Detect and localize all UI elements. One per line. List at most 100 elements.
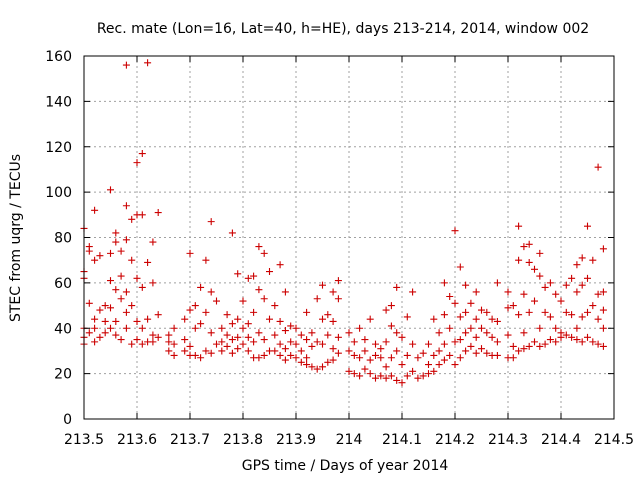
data-point <box>181 336 189 344</box>
data-point <box>165 347 173 355</box>
data-point <box>525 240 533 248</box>
data-point <box>372 374 379 382</box>
data-point <box>292 324 300 332</box>
data-point <box>138 211 146 219</box>
data-point <box>149 279 157 287</box>
data-point <box>234 270 242 278</box>
data-point <box>451 361 459 369</box>
x-axis-title: GPS time / Days of year 2014 <box>242 458 449 474</box>
data-point <box>107 304 114 312</box>
data-point <box>446 292 454 300</box>
data-point <box>308 329 316 337</box>
data-point <box>594 163 602 171</box>
data-point <box>435 329 443 337</box>
data-point <box>414 354 422 362</box>
data-point <box>319 315 326 323</box>
data-point <box>515 347 523 355</box>
data-point <box>112 317 120 325</box>
data-point <box>536 342 544 350</box>
data-point <box>117 295 125 303</box>
data-point <box>456 263 464 271</box>
data-point <box>239 297 247 305</box>
data-point <box>387 302 395 310</box>
y-tick-label: 80 <box>54 231 72 247</box>
data-point <box>541 308 549 316</box>
data-point <box>361 365 369 373</box>
data-point <box>260 249 268 257</box>
data-point <box>207 329 215 337</box>
data-point <box>361 336 369 344</box>
data-point <box>149 338 157 346</box>
data-point <box>281 288 289 296</box>
data-point <box>472 349 480 357</box>
data-point <box>393 376 401 384</box>
data-point <box>197 354 205 362</box>
data-point <box>366 370 374 378</box>
data-point <box>398 333 406 341</box>
data-point <box>562 331 570 339</box>
data-point <box>197 320 205 328</box>
x-tick-label: 213.9 <box>276 432 316 448</box>
x-tick-label: 214.4 <box>541 432 581 448</box>
data-point <box>440 279 448 287</box>
data-point <box>456 336 464 344</box>
data-point <box>202 256 210 264</box>
data-point <box>122 61 130 69</box>
data-point <box>430 351 438 359</box>
data-point <box>414 374 422 382</box>
data-point <box>186 342 194 350</box>
data-point <box>218 338 226 346</box>
data-point <box>350 338 358 346</box>
data-point <box>430 315 438 323</box>
data-point <box>504 304 512 312</box>
data-point <box>493 351 501 359</box>
data-point <box>297 331 305 339</box>
data-point <box>515 311 523 319</box>
data-point <box>122 236 130 244</box>
data-point <box>207 288 215 296</box>
data-point <box>112 238 120 246</box>
data-point <box>133 317 141 325</box>
data-point <box>329 356 337 364</box>
data-point <box>324 331 332 339</box>
data-point <box>133 336 141 344</box>
data-point <box>568 333 576 341</box>
data-point <box>234 315 242 323</box>
data-point <box>287 322 295 330</box>
x-tick-label: 214.3 <box>488 432 528 448</box>
data-point <box>546 336 554 344</box>
data-point <box>122 308 130 316</box>
data-point <box>573 288 581 296</box>
data-point <box>244 333 252 341</box>
data-point <box>154 333 162 341</box>
data-point <box>244 347 252 355</box>
data-point <box>149 238 157 246</box>
data-point <box>398 379 406 387</box>
data-point <box>382 338 390 346</box>
data-point <box>478 345 485 353</box>
data-point <box>334 333 342 341</box>
data-point <box>562 308 570 316</box>
data-point <box>107 324 114 332</box>
data-point <box>584 222 591 230</box>
data-point <box>467 342 475 350</box>
data-point <box>276 340 284 348</box>
data-point <box>133 274 141 282</box>
data-point <box>440 340 448 348</box>
data-point <box>467 324 475 332</box>
x-tick-label: 213.7 <box>170 432 210 448</box>
data-point <box>250 308 258 316</box>
data-point <box>520 243 528 251</box>
data-point <box>213 340 220 348</box>
x-tick-labels: 213.5 213.6 213.7 213.8 213.9 214 214.1 214.2 21… <box>64 432 634 448</box>
data-point <box>536 249 544 257</box>
data-point <box>260 336 268 344</box>
data-point <box>165 331 173 339</box>
data-point <box>515 256 523 264</box>
data-point <box>255 329 263 337</box>
data-point <box>361 347 369 355</box>
x-tick-label: 214.2 <box>435 432 475 448</box>
data-point <box>334 295 342 303</box>
data-point <box>170 324 178 332</box>
